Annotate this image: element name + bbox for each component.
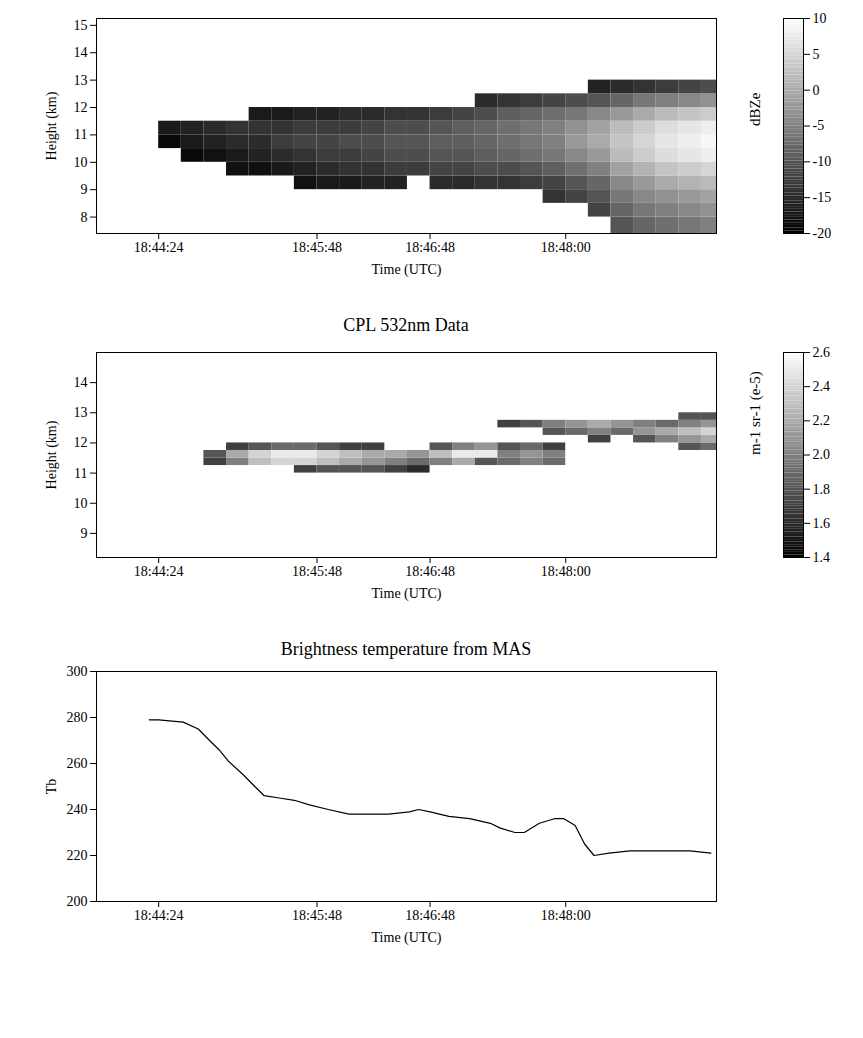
svg-text:18:45:48: 18:45:48 [292, 908, 342, 923]
svg-text:Time (UTC): Time (UTC) [372, 586, 442, 602]
svg-text:10: 10 [74, 496, 88, 511]
svg-text:15: 15 [74, 18, 88, 33]
svg-text:18:46:48: 18:46:48 [405, 908, 455, 923]
svg-text:10: 10 [813, 11, 827, 26]
svg-text:240: 240 [67, 802, 88, 817]
svg-text:11: 11 [74, 127, 87, 142]
svg-text:13: 13 [74, 73, 88, 88]
svg-text:5: 5 [813, 47, 820, 62]
svg-text:10: 10 [74, 155, 88, 170]
svg-text:18:44:24: 18:44:24 [134, 908, 184, 923]
html-text:CPL 532nm Data: CPL 532nm Data [343, 315, 469, 335]
svg-text:260: 260 [67, 756, 88, 771]
svg-text:11: 11 [74, 466, 87, 481]
svg-text:-20: -20 [813, 226, 832, 241]
svg-text:18:44:24: 18:44:24 [134, 564, 184, 579]
svg-text:1.4: 1.4 [813, 550, 831, 565]
svg-text:-10: -10 [813, 154, 832, 169]
svg-text:2.6: 2.6 [813, 345, 831, 360]
svg-text:Time (UTC): Time (UTC) [372, 262, 442, 278]
svg-text:13: 13 [74, 405, 88, 420]
svg-text:18:45:48: 18:45:48 [292, 564, 342, 579]
svg-text:18:48:00: 18:48:00 [541, 240, 591, 255]
svg-text:0: 0 [813, 83, 820, 98]
svg-text:m-1 sr-1 (e-5): m-1 sr-1 (e-5) [747, 371, 764, 455]
svg-text:Height (km): Height (km) [44, 91, 60, 160]
svg-text:9: 9 [81, 526, 88, 541]
svg-text:280: 280 [67, 710, 88, 725]
svg-text:2.0: 2.0 [813, 447, 831, 462]
svg-text:14: 14 [74, 375, 88, 390]
svg-text:dBZe: dBZe [747, 92, 763, 126]
svg-text:18:45:48: 18:45:48 [292, 240, 342, 255]
html-text:Brightness temperature from MA: Brightness temperature from MAS [280, 639, 532, 659]
svg-text:18:48:00: 18:48:00 [541, 564, 591, 579]
svg-text:9: 9 [81, 182, 88, 197]
svg-text:2.4: 2.4 [813, 379, 831, 394]
svg-text:12: 12 [74, 100, 88, 115]
svg-text:18:48:00: 18:48:00 [541, 908, 591, 923]
svg-text:1.6: 1.6 [813, 516, 831, 531]
svg-text:2.2: 2.2 [813, 413, 831, 428]
svg-text:18:44:24: 18:44:24 [134, 240, 184, 255]
svg-text:Tb: Tb [44, 779, 59, 795]
svg-text:1.8: 1.8 [813, 482, 831, 497]
svg-text:12: 12 [74, 435, 88, 450]
svg-text:-5: -5 [813, 118, 825, 133]
svg-text:14: 14 [74, 45, 88, 60]
svg-text:Height (km): Height (km) [44, 420, 60, 489]
svg-text:Time (UTC): Time (UTC) [372, 930, 442, 946]
svg-text:-15: -15 [813, 190, 832, 205]
svg-text:8: 8 [81, 210, 88, 225]
svg-text:18:46:48: 18:46:48 [405, 564, 455, 579]
svg-text:300: 300 [67, 664, 88, 679]
svg-text:200: 200 [67, 894, 88, 909]
svg-text:220: 220 [67, 848, 88, 863]
svg-text:18:46:48: 18:46:48 [405, 240, 455, 255]
